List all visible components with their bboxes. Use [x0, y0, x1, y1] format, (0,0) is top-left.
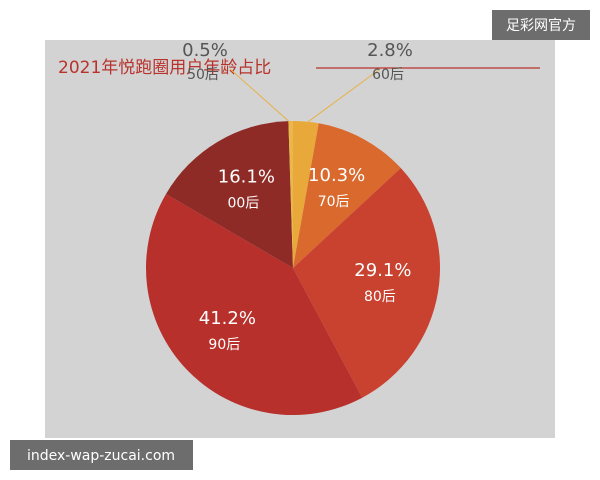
pie-slice [293, 123, 401, 268]
leader-line [305, 68, 381, 124]
category-label: 00后 [227, 196, 259, 212]
value-label: 10.3% [308, 165, 365, 186]
chart-title: 2021年悦跑圈用户年龄占比 [58, 58, 271, 78]
pie-slice [166, 121, 293, 268]
category-label: 50后 [187, 67, 219, 83]
category-label: 80后 [364, 289, 396, 305]
pie-slice [293, 168, 440, 398]
value-label: 0.5% [182, 40, 228, 61]
pie-slice [293, 121, 319, 268]
value-label: 16.1% [218, 167, 275, 188]
value-label: 2.8% [367, 40, 413, 61]
pie-slice [145, 193, 363, 416]
value-label: 29.1% [354, 260, 411, 281]
pie-slice [288, 121, 293, 268]
watermark-box [10, 440, 193, 470]
value-label: 41.2% [199, 308, 256, 329]
category-label: 70后 [318, 194, 350, 210]
category-label: 60后 [372, 67, 404, 83]
watermark-box [492, 10, 590, 40]
watermark: 足彩网官方 [506, 18, 576, 34]
watermark: index-wap-zucai.com [27, 448, 175, 464]
category-label: 90后 [208, 337, 240, 353]
leader-line [229, 68, 292, 124]
